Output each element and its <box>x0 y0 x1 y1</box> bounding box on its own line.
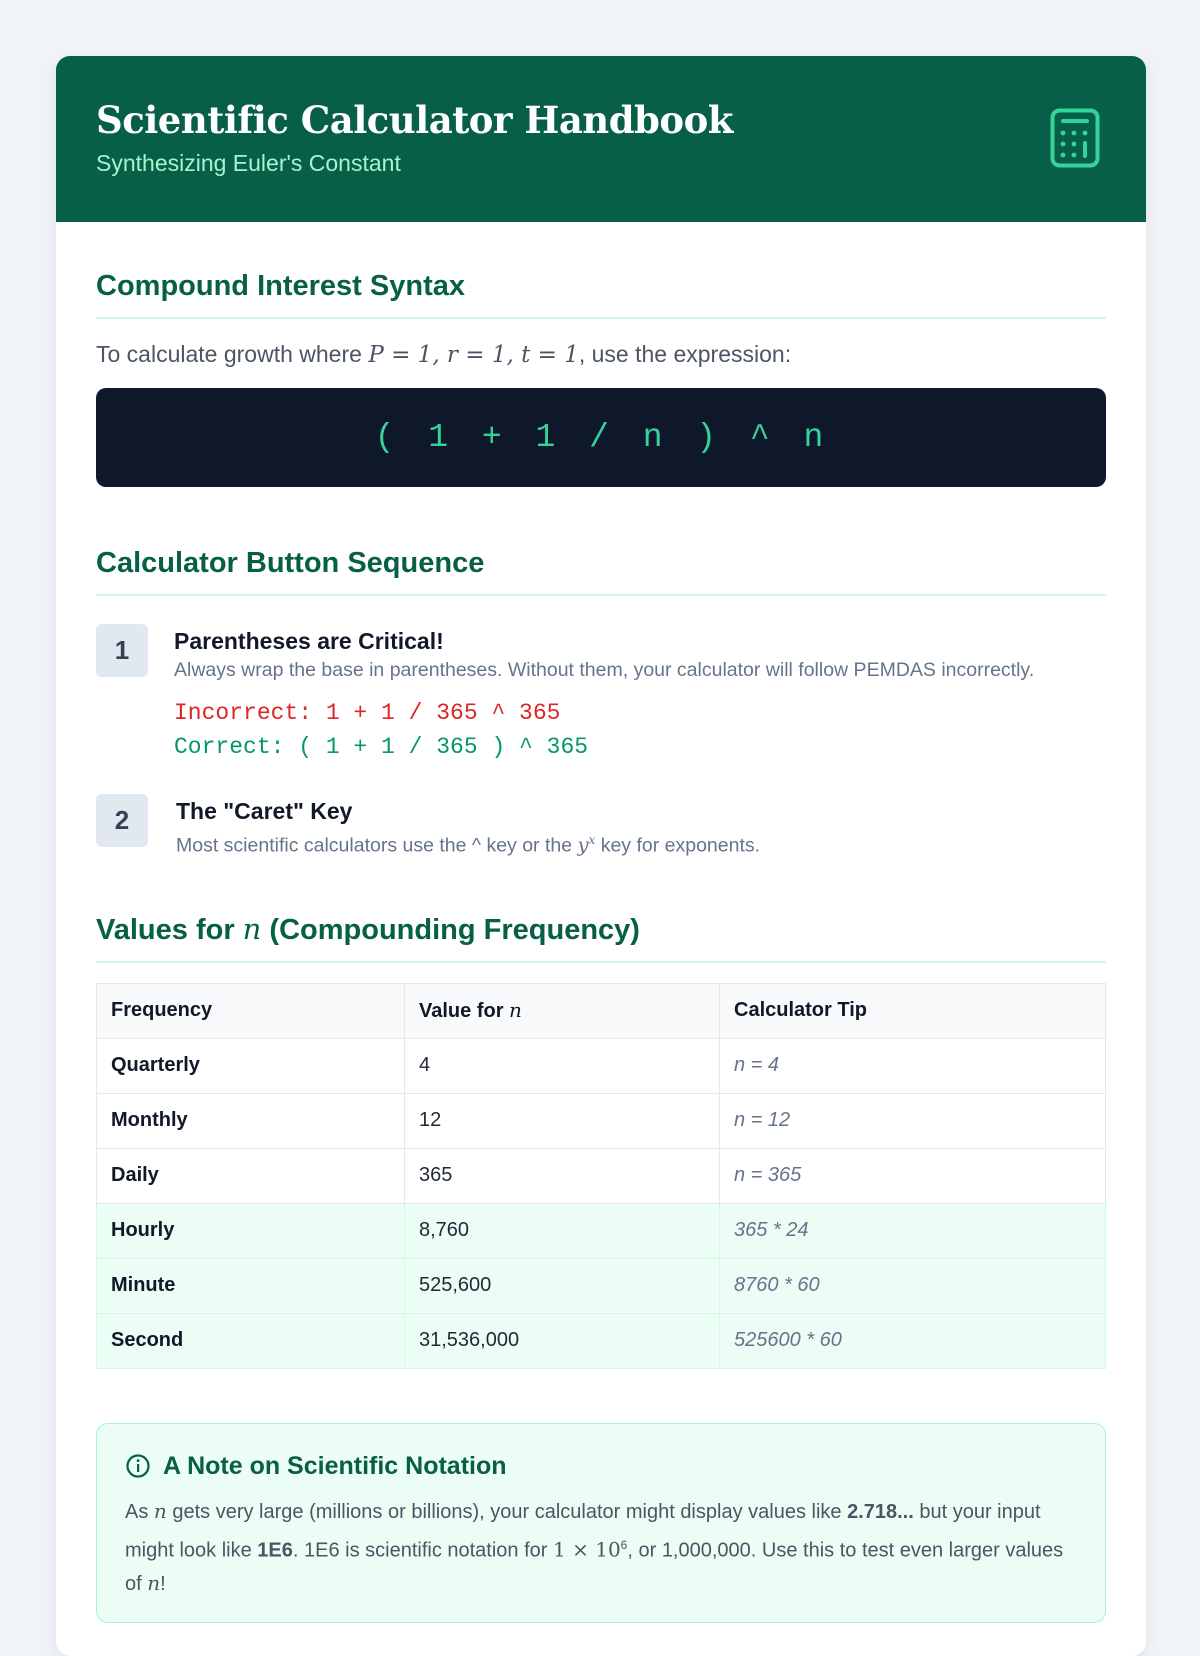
value-cell: 365 <box>404 1147 720 1204</box>
frequency-table: Frequency Value for n Calculator Tip Quart… <box>96 982 1106 1369</box>
value-cell: 525,600 <box>404 1257 720 1314</box>
step-description: Most scientific calculators use the ^ ke… <box>176 833 761 857</box>
step-description: Always wrap the base in parentheses. Wit… <box>174 659 1035 681</box>
frequency-cell: Quarterly <box>96 1037 405 1094</box>
handbook-card: Scientific Calculator Handbook Synthesiz… <box>56 56 1146 1656</box>
scientific-notation-note: A Note on Scientific Notation As n gets … <box>96 1422 1106 1623</box>
frequency-cell: Second <box>96 1312 405 1369</box>
section-title-syntax: Compound Interest Syntax <box>96 270 1106 319</box>
table-row: Minute 525,600 8760 * 60 <box>96 1257 1106 1314</box>
calculator-icon <box>1050 108 1100 168</box>
step-title: Parentheses are Critical! <box>174 628 444 654</box>
tip-cell: 365 * 24 <box>719 1202 1106 1259</box>
table-row: Hourly 8,760 365 * 24 <box>96 1202 1106 1259</box>
value-cell: 8,760 <box>404 1202 720 1259</box>
table-row: Second 31,536,000 525600 * 60 <box>96 1312 1106 1369</box>
tip-cell: n = 4 <box>719 1037 1106 1094</box>
frequency-cell: Minute <box>96 1257 405 1314</box>
note-title: A Note on Scientific Notation <box>163 1451 507 1480</box>
page-subtitle: Synthesizing Euler's Constant <box>96 150 401 176</box>
tip-cell: 8760 * 60 <box>719 1257 1106 1314</box>
frequency-cell: Daily <box>96 1147 405 1204</box>
incorrect-example: Incorrect: 1 + 1 / 365 ^ 365 <box>174 700 561 726</box>
page-title: Scientific Calculator Handbook <box>96 98 733 142</box>
tip-cell: n = 365 <box>719 1147 1106 1204</box>
frequency-cell: Hourly <box>96 1202 405 1259</box>
step-title: The "Caret" Key <box>176 798 353 824</box>
correct-example: Correct: ( 1 + 1 / 365 ) ^ 365 <box>174 734 589 760</box>
table-header: Frequency Value for n Calculator Tip <box>96 982 1106 1039</box>
section-title-values: Values for n (Compounding Frequency) <box>96 912 1106 963</box>
step-1: 1 Parentheses are Critical! Always wrap … <box>96 624 1106 764</box>
step-number: 2 <box>96 794 148 847</box>
info-icon <box>126 1454 150 1478</box>
value-cell: 12 <box>404 1092 720 1149</box>
tip-cell: n = 12 <box>719 1092 1106 1149</box>
note-body: As n gets very large (millions or billio… <box>125 1498 1064 1596</box>
syntax-intro: To calculate growth where P = 1, r = 1, … <box>96 341 792 368</box>
tip-cell: 525600 * 60 <box>719 1312 1106 1369</box>
expression-code-block: ( 1 + 1 / n ) ^ n <box>96 388 1106 487</box>
frequency-cell: Monthly <box>96 1092 405 1149</box>
header: Scientific Calculator Handbook Synthesiz… <box>56 56 1146 222</box>
table-row: Daily 365 n = 365 <box>96 1147 1106 1204</box>
value-cell: 31,536,000 <box>404 1312 720 1369</box>
value-cell: 4 <box>404 1037 720 1094</box>
step-2: 2 The "Caret" Key Most scientific calcul… <box>96 794 1106 860</box>
table-row: Quarterly 4 n = 4 <box>96 1037 1106 1094</box>
section-title-sequence: Calculator Button Sequence <box>96 547 1106 596</box>
step-number: 1 <box>96 624 148 677</box>
table-row: Monthly 12 n = 12 <box>96 1092 1106 1149</box>
